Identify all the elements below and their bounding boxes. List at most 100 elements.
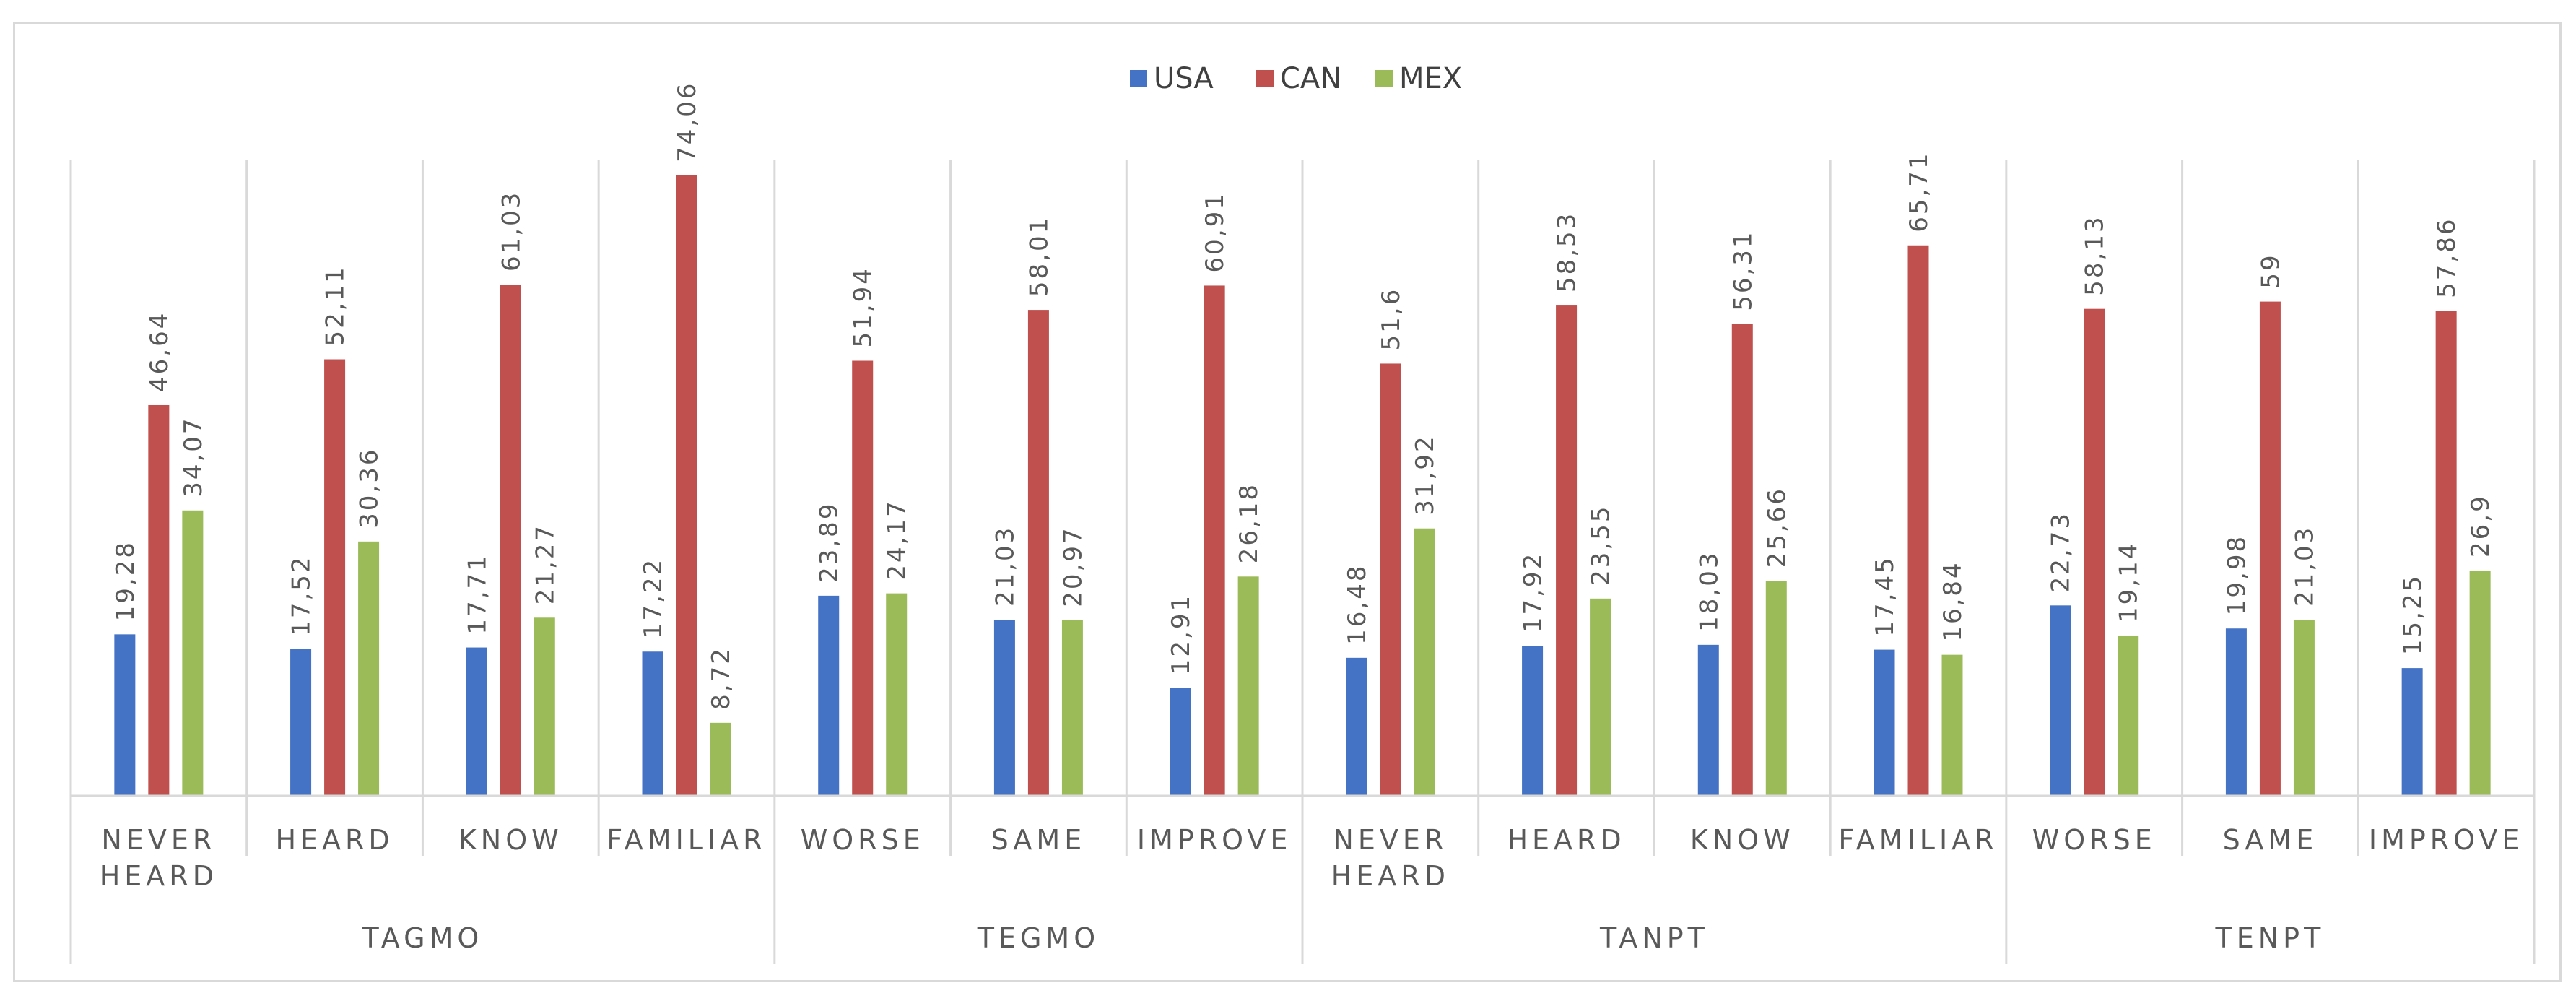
bar-usa [290, 649, 312, 796]
data-label-usa: 21,03 [991, 526, 1019, 607]
bar-can [1731, 324, 1753, 797]
bar-usa [2050, 605, 2071, 796]
bar-mex [534, 617, 555, 796]
bar-can [324, 359, 346, 796]
data-label-mex: 30,36 [355, 447, 384, 528]
group-label: TANPT [1599, 922, 1709, 954]
bar-usa [993, 620, 1015, 796]
bar-can [1380, 363, 1401, 796]
category-label: KNOW [458, 824, 563, 856]
bar-mex [2293, 620, 2315, 796]
data-label-can: 59 [2256, 253, 2285, 288]
bar-can [2084, 308, 2105, 796]
bar-usa [1697, 644, 1719, 796]
data-label-mex: 26,18 [1235, 482, 1263, 563]
bar-mex [2469, 570, 2491, 796]
category-label: WORSE [801, 824, 925, 856]
bar-usa [642, 651, 663, 796]
data-label-usa: 17,71 [463, 553, 492, 634]
category-label: HEARD [1507, 824, 1625, 856]
bar-mex [1765, 581, 1787, 796]
bar-usa [1346, 657, 1367, 796]
bar-mex [1941, 654, 1963, 796]
group-label: TENPT [2215, 922, 2325, 954]
data-label-can: 46,64 [145, 311, 174, 392]
data-label-can: 61,03 [497, 191, 526, 272]
data-label-mex: 23,55 [1587, 504, 1616, 585]
bar-can [2259, 301, 2281, 797]
category-label: FAMILIAR [1838, 824, 1998, 856]
bar-can [2435, 311, 2457, 797]
legend-swatch-mex [1375, 70, 1393, 87]
data-label-can: 51,94 [849, 266, 878, 347]
bar-mex [1061, 620, 1083, 796]
data-label-mex: 19,14 [2115, 542, 2144, 623]
data-label-mex: 24,17 [883, 499, 912, 580]
data-label-mex: 21,27 [531, 524, 560, 604]
x-axis: NEVER HEARD HEARD KNOW FAMILIAR WORSE SAME IMPR… [71, 794, 2534, 954]
data-label-can: 74,06 [673, 82, 702, 162]
data-label-usa: 23,89 [815, 502, 844, 583]
bar-mex [1590, 598, 1611, 796]
data-label-usa: 18,03 [1694, 551, 1723, 632]
legend-label-mex: MEX [1399, 62, 1462, 95]
bar-can [852, 360, 874, 797]
bar-mex [2118, 635, 2139, 796]
bar-usa [466, 647, 487, 796]
category-dividers [69, 160, 2536, 964]
data-label-usa: 16,48 [1343, 563, 1372, 644]
bar-mex [358, 541, 380, 796]
data-label-mex: 26,9 [2466, 494, 2495, 558]
data-label-can: 52,11 [321, 265, 350, 346]
bar-can [148, 404, 170, 796]
bar-usa [1522, 646, 1544, 796]
data-label-mex: 8,72 [707, 646, 736, 710]
legend-label-usa: USA [1154, 62, 1214, 95]
category-label: NEVER HEARD [1331, 824, 1450, 892]
group-label: TEGMO [977, 922, 1100, 954]
data-label-usa: 19,28 [111, 540, 140, 621]
bar-mex [710, 722, 731, 796]
bar-mex [886, 593, 908, 796]
legend: USA CAN MEX [1130, 62, 1462, 95]
data-label-usa: 12,91 [1167, 594, 1196, 675]
bar-usa [2401, 668, 2423, 796]
data-label-can: 65,71 [1905, 151, 1933, 232]
data-label-usa: 17,52 [287, 555, 316, 636]
data-label-mex: 31,92 [1411, 434, 1440, 515]
data-label-usa: 22,73 [2047, 511, 2076, 592]
data-label-mex: 20,97 [1058, 526, 1087, 607]
data-label-mex: 21,03 [2290, 526, 2319, 607]
data-label-usa: 19,98 [2222, 534, 2251, 615]
category-label: NEVER HEARD [100, 824, 218, 892]
category-label: KNOW [1690, 824, 1795, 856]
bar-can [676, 175, 697, 797]
data-label-usa: 17,92 [1519, 552, 1548, 633]
bar-mex [182, 510, 204, 796]
category-label: SAME [991, 824, 1087, 856]
bar-can [1556, 305, 1578, 796]
data-label-can: 57,86 [2432, 217, 2461, 298]
category-label: SAME [2223, 824, 2318, 856]
data-label-mex: 25,66 [1762, 487, 1791, 568]
data-label-can: 60,91 [1201, 191, 1230, 272]
data-label-usa: 17,22 [639, 558, 668, 638]
bar-usa [114, 634, 136, 796]
legend-swatch-usa [1130, 70, 1147, 87]
data-label-mex: 16,84 [1938, 560, 1967, 641]
data-label-can: 56,31 [1728, 230, 1757, 311]
legend-label-can: CAN [1280, 62, 1341, 95]
bar-can [1204, 285, 1225, 797]
chart-frame [13, 22, 2562, 982]
category-label: FAMILIAR [606, 824, 766, 856]
bar-can [1027, 310, 1049, 797]
category-label: HEARD [275, 824, 393, 856]
group-label: TAGMO [362, 922, 484, 954]
category-label: WORSE [2032, 824, 2157, 856]
data-label-usa: 17,45 [1871, 555, 1900, 636]
bars [114, 175, 2491, 797]
bar-usa [1874, 649, 1895, 796]
bar-usa [818, 595, 840, 796]
